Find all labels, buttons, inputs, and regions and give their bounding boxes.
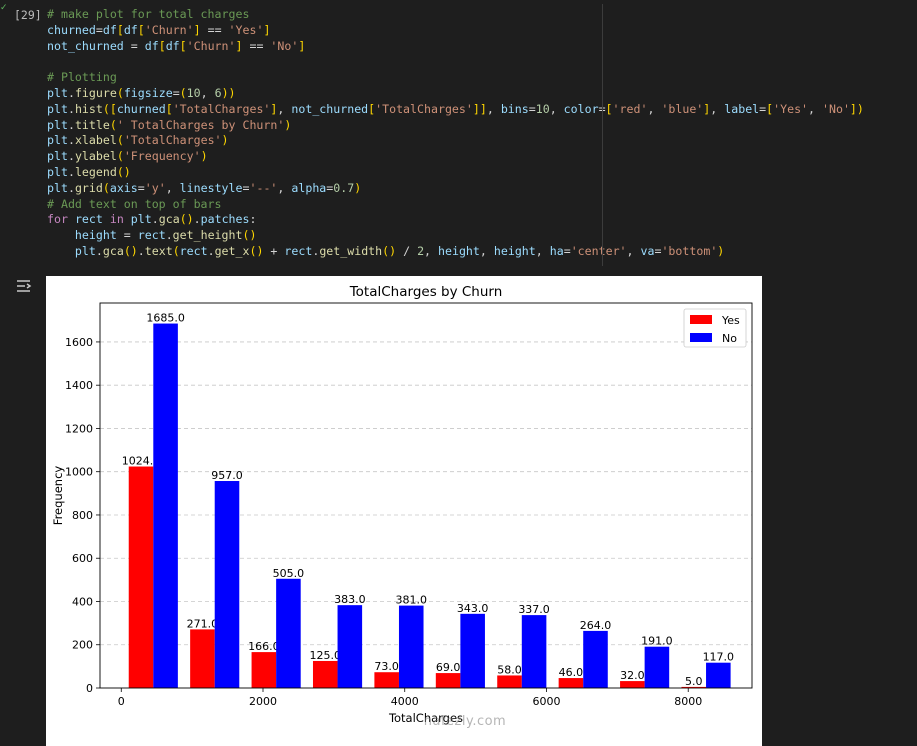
watermark: nafezly.com xyxy=(423,714,507,729)
x-tick-label: 2000 xyxy=(249,695,277,708)
bar-yes xyxy=(190,629,215,688)
y-tick-label: 1400 xyxy=(65,379,93,392)
bar-value-label: 1024.0 xyxy=(122,455,161,468)
run-status-icon: ✓ xyxy=(0,3,8,13)
bar-value-label: 73.0 xyxy=(374,660,399,673)
bar-no xyxy=(398,605,424,688)
code-line: plt.grid(axis='y', linestyle='--', alpha… xyxy=(47,180,362,195)
bar-value-label: 191.0 xyxy=(641,635,673,648)
bar-no xyxy=(521,615,547,688)
bar-value-label: 69.0 xyxy=(436,661,461,674)
bar-no xyxy=(644,646,670,688)
legend-label-yes: Yes xyxy=(721,314,740,327)
code-line: plt.title(' TotalCharges by Churn') xyxy=(47,117,292,132)
code-cell[interactable]: [29] # make plot for total charges churne… xyxy=(10,2,917,268)
y-axis-label: Frequency xyxy=(51,466,65,526)
editor-ruler xyxy=(602,4,603,266)
histogram-chart: 0 200 400 600 800 1000 1200 1400 1600 0 2000 4000 60… xyxy=(51,284,753,725)
bar-no xyxy=(583,630,608,688)
bar-no xyxy=(214,481,240,688)
x-axis-label: TotalCharges xyxy=(388,711,463,725)
bar-value-label: 271.0 xyxy=(187,617,219,630)
x-tick-label: 8000 xyxy=(674,695,702,708)
code-line: # Add text on top of bars xyxy=(47,196,222,211)
code-line xyxy=(47,54,864,70)
code-line: for rect in plt.gca().patches: xyxy=(47,212,257,227)
output-toggle-icon[interactable] xyxy=(14,276,34,296)
bar-value-label: 117.0 xyxy=(703,651,735,664)
x-tick-label: 6000 xyxy=(532,695,560,708)
bar-value-label: 32.0 xyxy=(620,669,645,682)
y-tick-label: 800 xyxy=(72,509,93,522)
x-tick-label: 4000 xyxy=(391,695,419,708)
bar-value-label: 1685.0 xyxy=(146,312,185,325)
code-line: plt.ylabel('Frequency') xyxy=(47,149,208,164)
y-tick-label: 1000 xyxy=(65,466,93,479)
legend-swatch-no xyxy=(690,333,712,342)
bar-no xyxy=(276,578,301,688)
code-text[interactable]: # make plot for total charges churned=df[… xyxy=(47,7,864,260)
bar-no xyxy=(460,613,485,688)
bar-value-label: 505.0 xyxy=(273,567,305,580)
code-line: # Plotting xyxy=(47,70,117,85)
execution-count: [29] xyxy=(14,8,42,22)
bar-value-label: 5.0 xyxy=(685,675,703,688)
code-line: # make plot for total charges xyxy=(47,7,250,21)
code-line: not_churned = df[df['Churn'] == 'No'] xyxy=(47,38,306,53)
bar-yes xyxy=(497,675,522,688)
y-tick-label: 1200 xyxy=(65,422,93,435)
bar-yes xyxy=(435,673,461,688)
code-line: plt.hist([churned['TotalCharges'], not_c… xyxy=(47,101,864,116)
left-gutter: ✓ xyxy=(0,0,10,746)
bar-yes xyxy=(128,466,154,688)
bar-yes xyxy=(312,660,338,688)
y-tick-label: 1600 xyxy=(65,336,93,349)
bar-value-label: 166.0 xyxy=(248,640,279,653)
bar-value-label: 46.0 xyxy=(559,666,584,679)
y-tick-label: 400 xyxy=(72,595,93,608)
code-line: height = rect.get_height() xyxy=(74,228,257,243)
code-line: plt.gca().text(rect.get_x() + rect.get_w… xyxy=(74,243,725,258)
code-editor[interactable]: # make plot for total charges churned=df[… xyxy=(44,2,917,268)
chart-title: TotalCharges by Churn xyxy=(349,284,503,300)
code-line: plt.legend() xyxy=(47,164,131,179)
y-tick-label: 200 xyxy=(72,639,93,652)
bar-yes xyxy=(620,681,645,688)
bar-yes xyxy=(681,686,707,688)
bar-yes xyxy=(558,678,584,688)
code-line: plt.xlabel('TotalCharges') xyxy=(47,133,229,148)
plot-output: 0 200 400 600 800 1000 1200 1400 1600 0 2000 4000 60… xyxy=(46,276,762,746)
bar-yes xyxy=(251,652,277,688)
bar-no xyxy=(706,662,731,688)
code-line: churned=df[df['Churn'] == 'Yes'] xyxy=(47,22,271,37)
bar-yes xyxy=(374,672,399,688)
bar-value-label: 264.0 xyxy=(580,619,612,632)
legend-swatch-yes xyxy=(690,315,712,324)
bar-value-label: 337.0 xyxy=(518,603,550,616)
legend-label-no: No xyxy=(722,332,737,345)
y-tick-label: 600 xyxy=(72,552,93,565)
bar-value-label: 381.0 xyxy=(395,594,427,607)
bar-no xyxy=(153,323,178,688)
y-tick-label: 0 xyxy=(86,682,93,695)
bar-value-label: 957.0 xyxy=(211,469,243,482)
code-line: plt.figure(figsize=(10, 6)) xyxy=(47,85,236,100)
x-tick-label: 0 xyxy=(118,695,125,708)
axes-frame xyxy=(99,302,753,689)
bar-value-label: 125.0 xyxy=(310,649,342,662)
bar-value-label: 343.0 xyxy=(457,602,489,615)
bar-value-label: 58.0 xyxy=(497,663,522,676)
bar-value-label: 383.0 xyxy=(334,593,366,606)
bar-no xyxy=(337,605,363,688)
